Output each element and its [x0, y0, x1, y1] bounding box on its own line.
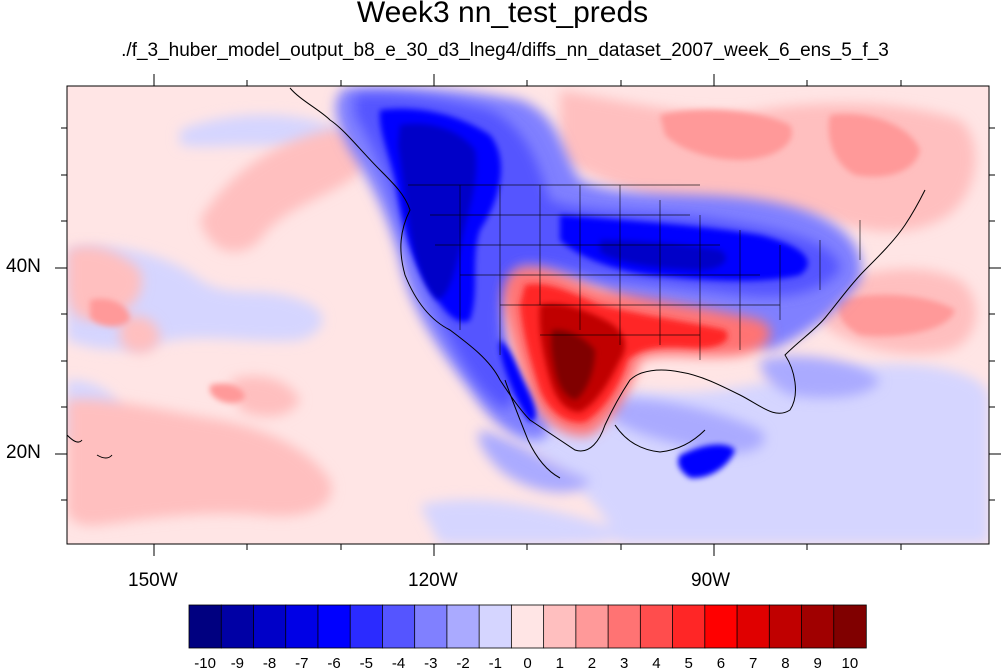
colorbar-swatch: [253, 604, 287, 649]
colorbar-swatch: [414, 604, 448, 649]
colorbar-tick-label: -5: [360, 655, 373, 672]
colorbar-swatch: [768, 604, 803, 649]
lat-label-40n: 40N: [6, 256, 41, 277]
colorbar-tick-label: -7: [295, 655, 308, 672]
plot-frame: [66, 85, 990, 545]
colorbar-swatch: [833, 604, 867, 649]
colorbar-swatch: [639, 604, 674, 649]
colorbar-swatch: [446, 604, 480, 649]
plot-title: Week3 nn_test_preds: [356, 0, 649, 29]
colorbar-swatch: [220, 604, 255, 649]
colorbar-tick-label: -2: [456, 655, 469, 672]
colorbar-swatch: [543, 604, 577, 649]
colorbar-tick-label: 10: [842, 655, 859, 672]
colorbar-swatch: [188, 604, 222, 649]
colorbar-tick-label: 3: [620, 655, 628, 672]
lon-label-120w: 120W: [408, 570, 458, 591]
colorbar-swatch: [736, 604, 770, 649]
colorbar-tick-label: -6: [327, 655, 340, 672]
state-borders: [408, 184, 861, 360]
lon-label-150w: 150W: [128, 570, 178, 591]
colorbar-tick-label: -8: [263, 655, 276, 672]
colorbar-swatch: [575, 604, 609, 649]
colorbar-swatch: [672, 604, 706, 649]
coastlines: [67, 87, 926, 479]
ticks: [55, 74, 1001, 556]
colorbar-swatch: [607, 604, 642, 649]
lat-label-20n: 20N: [6, 442, 41, 463]
colorbar-tick-label: 4: [652, 655, 660, 672]
colorbar-swatch: [510, 604, 545, 649]
field-layer: [67, 86, 989, 544]
colorbar-swatch: [478, 604, 513, 649]
colorbar-swatch: [317, 604, 351, 649]
lon-label-90w: 90W: [691, 570, 731, 591]
colorbar-tick-label: 9: [813, 655, 821, 672]
colorbar-swatch: [382, 604, 416, 649]
colorbar-tick-label: 5: [685, 655, 693, 672]
colorbar-swatch: [285, 604, 319, 649]
colorbar-swatch: [349, 604, 384, 649]
colorbar-tick-label: -1: [489, 655, 502, 672]
plot-subtitle: ./f_3_huber_model_output_b8_e_30_d3_lneg…: [121, 40, 889, 61]
colorbar-tick-label: -10: [194, 655, 216, 672]
colorbar-tick-label: 2: [588, 655, 596, 672]
colorbar-swatch: [704, 604, 738, 649]
colorbar-tick-label: 7: [749, 655, 757, 672]
colorbar-tick-label: -4: [392, 655, 405, 672]
colorbar-tick-label: -9: [231, 655, 244, 672]
colorbar-tick-label: 8: [781, 655, 789, 672]
colorbar-tick-label: 1: [556, 655, 564, 672]
colorbar-tick-label: 6: [717, 655, 725, 672]
colorbar-tick-label: 0: [523, 655, 531, 672]
colorbar-tick-label: -3: [424, 655, 437, 672]
colorbar-swatch: [801, 604, 835, 649]
